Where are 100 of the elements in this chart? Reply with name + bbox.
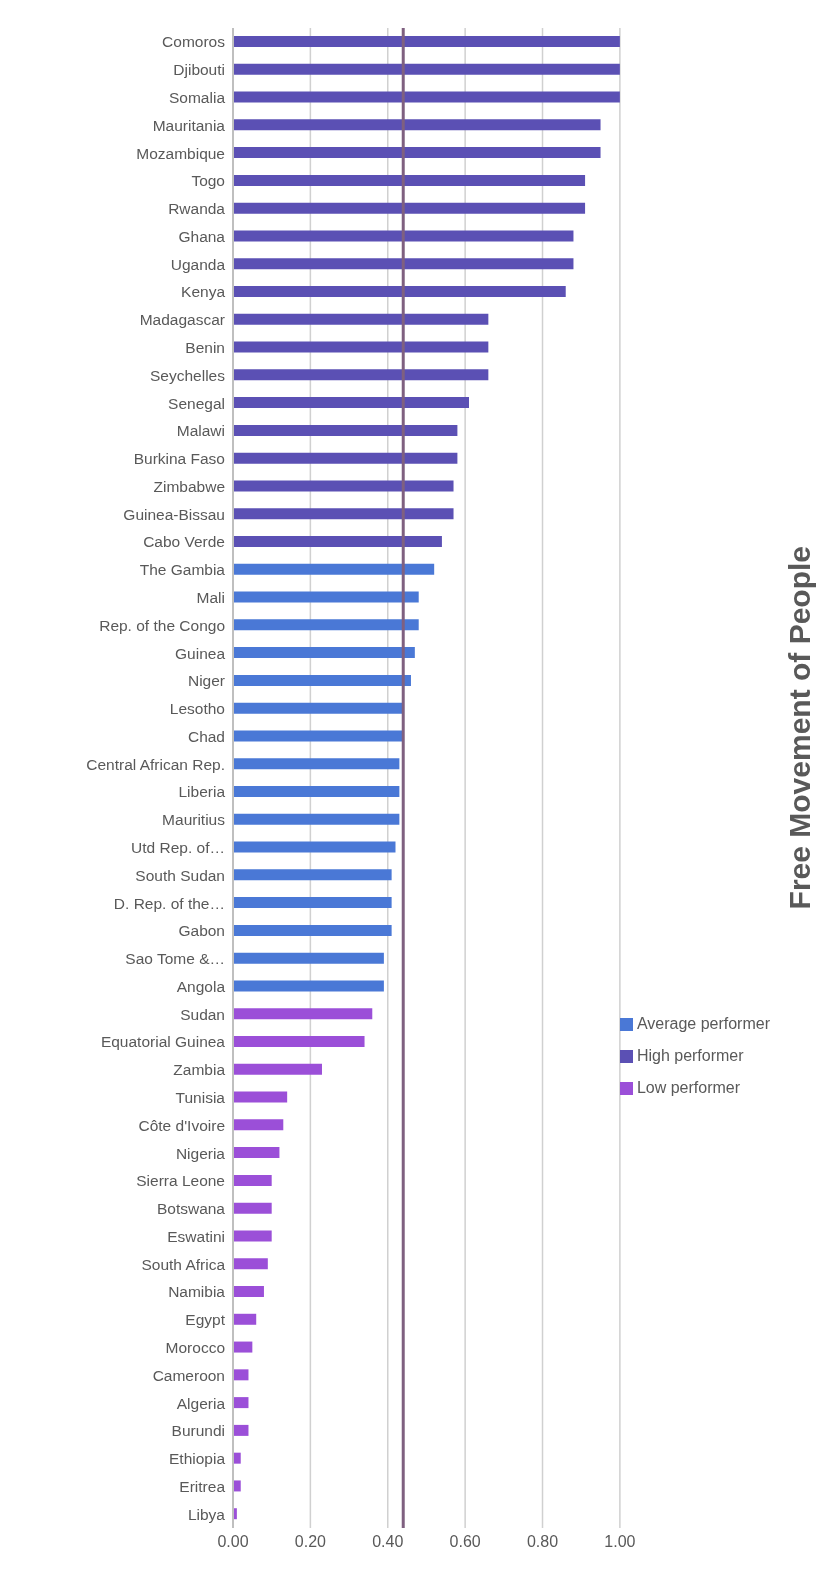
y-tick-label: Madagascar: [139, 311, 225, 329]
y-tick-label: Eswatini: [167, 1227, 225, 1245]
bar: [233, 1286, 264, 1297]
bar: [233, 1424, 249, 1436]
y-tick-label: Sierra Leone: [136, 1172, 225, 1190]
y-tick-label: Angola: [176, 977, 226, 995]
bar: [233, 758, 400, 770]
y-tick-label: Togo: [191, 172, 225, 190]
bar: [233, 1202, 272, 1214]
bar: [233, 36, 620, 47]
y-tick-label: Egypt: [185, 1311, 226, 1329]
bar: [233, 147, 601, 159]
y-tick-label: South Sudan: [135, 866, 225, 884]
bar: [233, 647, 415, 659]
y-tick-label: The Gambia: [139, 561, 226, 579]
y-tick-label: Chad: [187, 727, 225, 745]
y-tick-label: Benin: [185, 338, 225, 356]
bar: [233, 174, 586, 186]
bar: [233, 452, 458, 464]
bar: [233, 1452, 241, 1464]
y-tick-label: Libya: [187, 1505, 226, 1523]
bar: [233, 1230, 272, 1242]
y-tick-label: Zambia: [173, 1061, 226, 1079]
y-tick-label: Ghana: [178, 227, 226, 245]
bar: [233, 313, 489, 325]
y-tick-label: Rep. of the Congo: [99, 616, 225, 634]
y-tick-label: Guinea-Bissau: [123, 505, 225, 523]
y-tick-label: Somalia: [169, 88, 226, 106]
y-tick-label: Eritrea: [179, 1477, 226, 1495]
y-tick-label: Tunisia: [175, 1088, 226, 1106]
y-tick-label: Utd Rep. of…: [131, 838, 225, 856]
bar: [233, 1063, 322, 1075]
y-tick-label: Rwanda: [168, 200, 226, 218]
bar: [233, 952, 384, 964]
y-tick-label: Equatorial Guinea: [100, 1033, 226, 1051]
x-tick-label: 1.00: [604, 1533, 636, 1551]
y-tick-label: Namibia: [168, 1283, 226, 1301]
x-tick-label: 0.80: [526, 1533, 559, 1551]
y-tick-label: Cameroon: [152, 1366, 225, 1384]
bar: [233, 702, 404, 714]
y-tick-label: Guinea: [175, 644, 226, 662]
x-tick-label: 0.40: [372, 1533, 404, 1551]
bar: [233, 786, 400, 797]
y-tick-label: Liberia: [178, 783, 226, 801]
y-tick-label: Cabo Verde: [143, 533, 225, 551]
bar: [233, 508, 454, 520]
x-tick-label: 0.60: [449, 1533, 481, 1551]
bar: [233, 619, 419, 631]
bar: [233, 813, 400, 825]
bar: [233, 536, 442, 547]
y-tick-label: Malawi: [176, 422, 225, 440]
y-tick-label: Gabon: [178, 922, 225, 940]
y-tick-label: Zimbabwe: [153, 477, 225, 495]
bar: [233, 1341, 253, 1353]
text: Free Movement of People: [783, 546, 817, 910]
bar: [233, 397, 469, 409]
legend-label: High performer: [636, 1047, 744, 1064]
bar: [233, 1369, 249, 1381]
y-tick-label: Morocco: [165, 1338, 225, 1356]
y-tick-label: Algeria: [176, 1394, 226, 1412]
bar: [233, 480, 454, 492]
legend-label: Low performer: [636, 1079, 741, 1096]
bar: [233, 1036, 365, 1047]
bar: [233, 1480, 241, 1492]
bar: [233, 1397, 249, 1409]
bar: [233, 1147, 280, 1159]
bar: [233, 286, 566, 297]
x-tick-label: 0.20: [294, 1533, 327, 1551]
bar: [233, 730, 404, 742]
y-tick-label: Central African Rep.: [86, 755, 225, 773]
legend-label: Average performer: [636, 1015, 770, 1032]
bar: [233, 897, 392, 909]
bar: [233, 1174, 272, 1186]
bar: [233, 63, 620, 75]
y-tick-label: Burkina Faso: [133, 450, 225, 468]
y-tick-label: Seychelles: [150, 366, 226, 384]
y-tick-label: Mali: [196, 588, 225, 606]
bar: [233, 841, 396, 853]
x-tick-label: 0.00: [217, 1533, 249, 1551]
bar: [233, 119, 601, 131]
y-tick-label: Mauritania: [152, 116, 226, 134]
bar: [233, 869, 392, 881]
bar: [233, 230, 574, 242]
bar: [233, 91, 620, 103]
bar: [233, 341, 489, 353]
y-tick-label: Sao Tome &…: [125, 950, 225, 968]
y-tick-label: South Africa: [141, 1255, 226, 1273]
y-tick-label: Senegal: [168, 394, 225, 412]
bar: [233, 1091, 288, 1103]
bar: [233, 563, 435, 575]
bar: [233, 591, 419, 603]
y-tick-label: Côte d'Ivoire: [138, 1116, 225, 1134]
bar: [233, 202, 586, 214]
y-tick-label: Lesotho: [169, 700, 225, 718]
bar: [233, 1008, 373, 1020]
y-tick-label: Botswana: [156, 1200, 226, 1218]
y-tick-label: Ethiopia: [168, 1450, 226, 1468]
y-tick-label: Djibouti: [173, 61, 225, 79]
bar: [233, 1119, 284, 1131]
bar: [233, 1258, 268, 1270]
